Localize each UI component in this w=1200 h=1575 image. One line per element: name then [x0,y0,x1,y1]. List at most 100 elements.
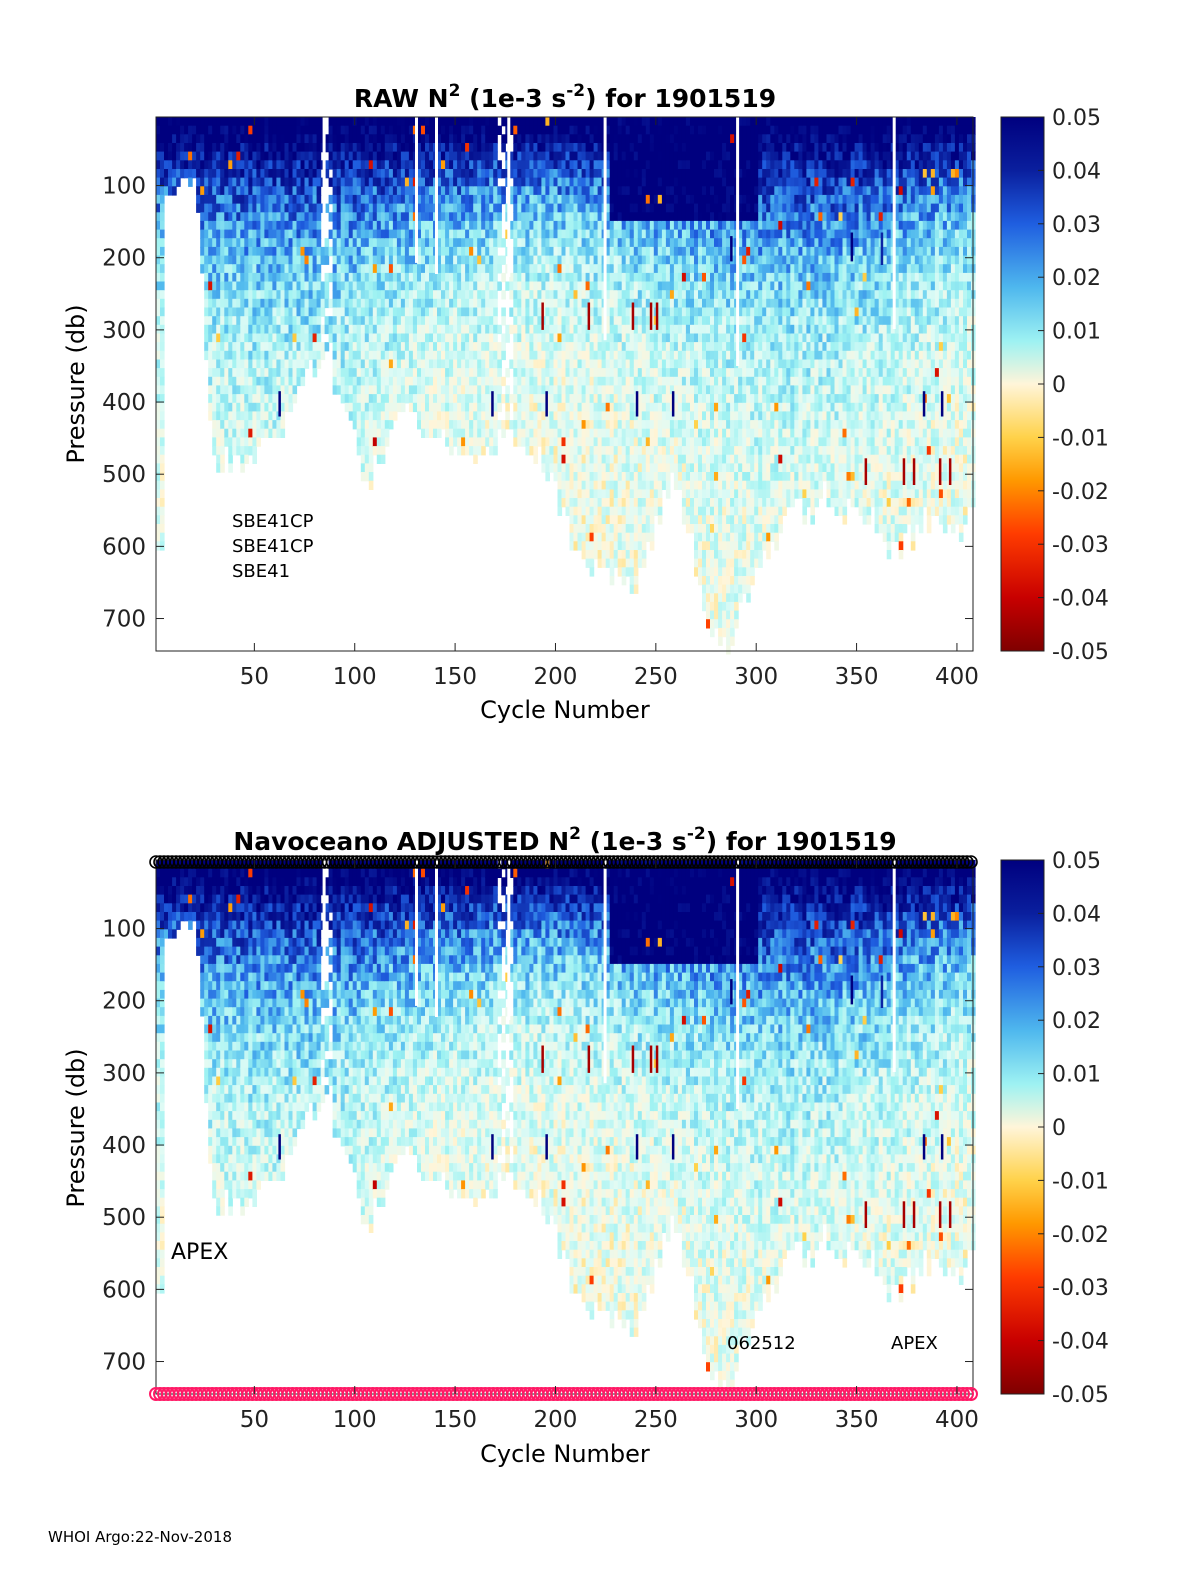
heatmap-cell [216,281,221,291]
heatmap-cell [621,134,627,144]
heatmap-cell [609,376,615,387]
heatmap-cell [457,342,462,352]
heatmap-cell [288,342,294,352]
heatmap-cell [617,143,623,153]
heatmap-cell [312,281,318,291]
heatmap-cell [677,342,683,352]
heatmap-cell [156,333,161,343]
heatmap-cell [449,281,454,291]
heatmap-cell [645,316,651,326]
heatmap-cell [264,255,269,265]
heatmap-cell [581,220,587,231]
heatmap-cell [565,359,571,369]
heatmap-cell [244,134,249,144]
heatmap-cell [417,333,422,343]
heatmap-cell [537,333,542,343]
heatmap-cell [665,411,671,421]
heatmap-cell [609,454,615,464]
heatmap-cell [445,229,450,239]
heatmap-cell [465,194,470,205]
heatmap-cell [256,281,261,291]
heatmap-cell [593,203,599,213]
heatmap-cell [453,385,458,395]
heatmap-cell [573,246,579,257]
heatmap-cell [609,428,615,438]
heatmap-cell [248,220,253,231]
heatmap-cell [573,359,579,369]
heatmap-cell [304,272,310,283]
heatmap-cell [445,385,450,395]
heatmap-cell [493,125,498,135]
heatmap-cell [589,489,595,499]
heatmap-cell [517,125,522,135]
heatmap-cell [613,264,619,274]
heatmap-cell [613,515,619,525]
heatmap-cell [453,186,458,196]
heatmap-cell [561,272,567,283]
heatmap-cell [376,169,382,179]
heatmap-cell [368,463,374,473]
heatmap-cell [605,350,611,361]
heatmap-cell [557,169,563,179]
heatmap-cell [272,324,277,335]
heatmap-cell [308,212,314,222]
heatmap-cell [256,333,261,343]
heatmap-cell [601,506,607,516]
heatmap-cell [268,194,273,205]
heatmap-cell [252,411,257,421]
heatmap-cell [629,506,635,516]
heatmap-cell [537,229,542,239]
heatmap-cell [204,117,209,127]
heatmap-cell [597,169,603,179]
heatmap-cell [565,498,571,508]
heatmap-cell [585,454,591,464]
heatmap-cell [517,160,522,170]
heatmap-cell [304,281,310,291]
heatmap-cell [690,463,695,473]
heatmap-cell [609,524,615,534]
heatmap-cell [156,342,161,352]
heatmap-cell [669,177,675,187]
heatmap-cell [252,298,257,309]
heatmap-cell [545,290,550,300]
heatmap-cell [256,125,261,135]
heatmap-cell [425,246,430,257]
heatmap-cell [352,134,358,144]
heatmap-cell [465,281,470,291]
heatmap-cell [160,117,165,127]
heatmap-cell [228,134,233,144]
heatmap-cell [300,264,306,274]
heatmap-cell [384,264,390,274]
heatmap-cell [653,186,659,196]
heatmap-cell [220,203,225,213]
heatmap-cell [609,489,615,499]
heatmap-cell [581,290,587,300]
heatmap-cell [677,143,683,153]
heatmap-cell [637,143,643,153]
heatmap-cell [649,186,655,196]
heatmap-cell [613,498,619,508]
heatmap-cell [677,246,683,257]
heatmap-cell [453,255,458,265]
heatmap-cell [288,220,294,231]
heatmap-cell [653,394,659,404]
heatmap-cell [212,333,217,343]
heatmap-cell [649,272,655,283]
heatmap-cell [156,307,161,317]
heatmap-cell [541,220,546,231]
heatmap-cell [356,143,362,153]
heatmap-cell [388,359,394,369]
heatmap-cell [577,472,583,482]
heatmap-cell [276,368,281,378]
heatmap-cell [509,229,514,239]
heatmap-cell [308,264,314,274]
heatmap-cell [372,117,378,127]
heatmap-cell [368,342,374,352]
heatmap-cell [649,143,655,153]
heatmap-cell [280,143,286,153]
heatmap-cell [212,368,217,378]
heatmap-cell [324,290,330,300]
heatmap-cell [208,125,213,135]
heatmap-cell [473,134,478,144]
heatmap-cell [368,125,374,135]
